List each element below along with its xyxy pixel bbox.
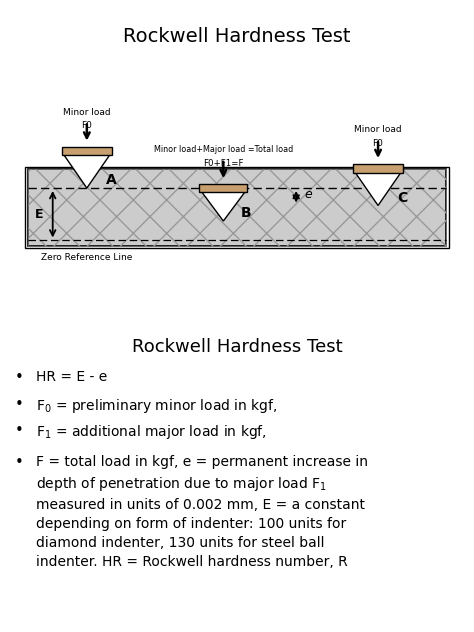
Text: Minor load: Minor load <box>63 108 110 117</box>
Bar <box>27 169 447 246</box>
Text: E: E <box>35 208 43 221</box>
Polygon shape <box>202 192 245 221</box>
Text: F$_0$ = preliminary minor load in kgf,: F$_0$ = preliminary minor load in kgf, <box>36 397 277 415</box>
Text: •: • <box>15 370 23 385</box>
Text: •: • <box>15 423 23 439</box>
Bar <box>27 169 447 246</box>
Text: •: • <box>15 397 23 411</box>
Text: F0: F0 <box>373 139 383 148</box>
Text: F0: F0 <box>82 121 92 130</box>
Text: A: A <box>106 173 117 187</box>
Text: Rockwell Hardness Test: Rockwell Hardness Test <box>132 338 342 356</box>
Text: B: B <box>241 206 251 221</box>
Text: e: e <box>304 188 312 202</box>
Bar <box>62 147 112 155</box>
Text: F$_1$ = additional major load in kgf,: F$_1$ = additional major load in kgf, <box>36 423 266 441</box>
Text: Minor load: Minor load <box>354 125 402 134</box>
Text: C: C <box>397 191 408 205</box>
Text: F = total load in kgf, e = permanent increase in
depth of penetration due to maj: F = total load in kgf, e = permanent inc… <box>36 455 367 569</box>
Text: HR = E - e: HR = E - e <box>36 370 107 384</box>
Text: Minor load+Major load =Total load: Minor load+Major load =Total load <box>154 145 293 154</box>
Polygon shape <box>356 173 401 205</box>
Bar <box>200 184 247 192</box>
Bar <box>26 167 448 248</box>
Text: Rockwell Hardness Test: Rockwell Hardness Test <box>123 27 351 46</box>
Bar <box>353 164 403 173</box>
Text: •: • <box>15 455 23 470</box>
Text: Zero Reference Line: Zero Reference Line <box>41 253 133 262</box>
Polygon shape <box>64 155 109 188</box>
Text: F0+F1=F: F0+F1=F <box>203 159 244 168</box>
